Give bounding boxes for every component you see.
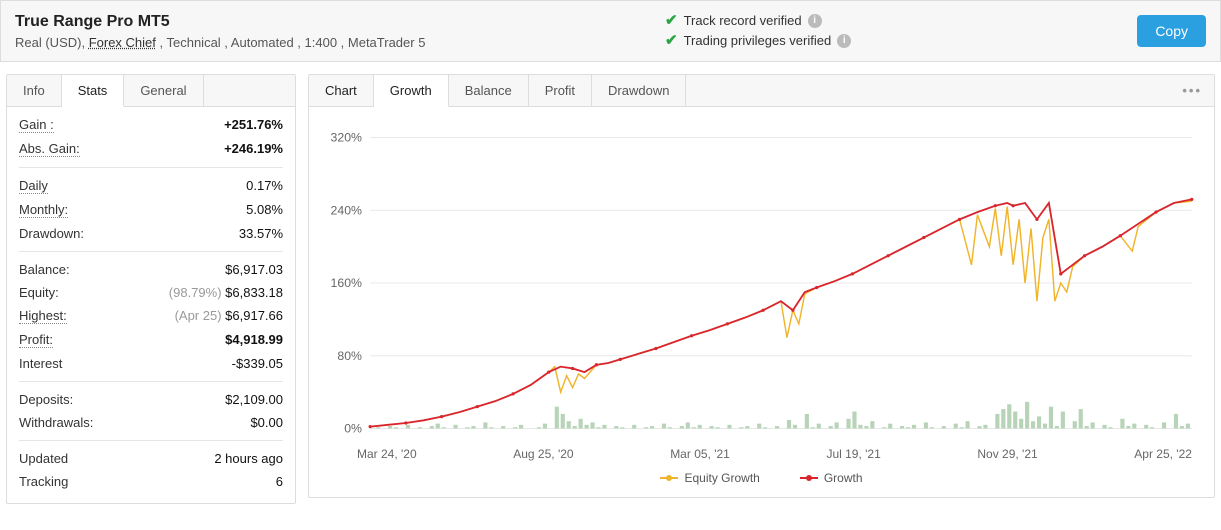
chart-area: 0% 80% 160% 240% 320% Mar 24, '20Aug 25, '20… xyxy=(309,107,1214,497)
stats-panel: Info Stats General Gain : +251.76% Abs. G… xyxy=(6,74,296,504)
left-tabs: Info Stats General xyxy=(7,75,295,107)
more-icon[interactable]: ••• xyxy=(1170,77,1214,104)
tab-general[interactable]: General xyxy=(124,75,203,106)
stat-abs-gain: Abs. Gain: +246.19% xyxy=(19,137,283,161)
chart-tabs: Chart Growth Balance Profit Drawdown ••• xyxy=(309,75,1214,107)
chart-legend: Equity Growth Growth xyxy=(321,461,1202,489)
chart-tab-balance[interactable]: Balance xyxy=(449,75,529,106)
tab-stats[interactable]: Stats xyxy=(62,75,125,107)
divider xyxy=(19,251,283,252)
growth-chart: 0% 80% 160% 240% 320% xyxy=(321,123,1202,443)
trading-privileges-verified: ✔ Trading privileges verified i xyxy=(665,31,1137,51)
svg-text:240%: 240% xyxy=(331,203,362,217)
stat-withdrawals: Withdrawals: $0.00 xyxy=(19,411,283,434)
swatch-equity xyxy=(660,477,678,479)
value: $6,917.03 xyxy=(225,262,283,277)
value: 5.08% xyxy=(246,202,283,217)
label: Gain : xyxy=(19,117,54,133)
subtitle-prefix: Real (USD), xyxy=(15,35,89,50)
chart-tab-chart[interactable]: Chart xyxy=(309,75,374,106)
divider xyxy=(19,440,283,441)
value: 2 hours ago xyxy=(214,451,283,466)
svg-text:0%: 0% xyxy=(344,422,362,436)
stats-body: Gain : +251.76% Abs. Gain: +246.19% Daily 0… xyxy=(7,107,295,503)
legend-equity: Equity Growth xyxy=(660,471,759,485)
legend-growth: Growth xyxy=(800,471,863,485)
legend-label: Equity Growth xyxy=(684,471,759,485)
divider xyxy=(19,167,283,168)
info-icon[interactable]: i xyxy=(837,34,851,48)
label: Balance: xyxy=(19,262,70,277)
chart-tab-profit[interactable]: Profit xyxy=(529,75,592,106)
stat-profit: Profit: $4,918.99 xyxy=(19,328,283,352)
highest-val: $6,917.66 xyxy=(225,308,283,323)
label: Daily xyxy=(19,178,48,194)
chart-panel: Chart Growth Balance Profit Drawdown •••… xyxy=(308,74,1215,498)
track-record-verified: ✔ Track record verified i xyxy=(665,11,1137,31)
tab-info[interactable]: Info xyxy=(7,75,62,106)
header-left: True Range Pro MT5 Real (USD), Forex Chi… xyxy=(15,13,665,50)
swatch-growth xyxy=(800,477,818,479)
equity-val: $6,833.18 xyxy=(225,285,283,300)
label: Drawdown: xyxy=(19,226,84,241)
main-content: Info Stats General Gain : +251.76% Abs. G… xyxy=(0,62,1221,510)
value: (98.79%) $6,833.18 xyxy=(169,285,283,300)
info-icon[interactable]: i xyxy=(808,14,822,28)
check-icon: ✔ xyxy=(665,31,678,51)
stat-monthly: Monthly: 5.08% xyxy=(19,198,283,222)
value: +251.76% xyxy=(224,117,283,132)
header-verification: ✔ Track record verified i ✔ Trading priv… xyxy=(665,11,1137,51)
svg-text:80%: 80% xyxy=(337,349,362,363)
verify-label: Trading privileges verified xyxy=(684,31,832,51)
value: 6 xyxy=(276,474,283,489)
x-axis-labels: Mar 24, '20Aug 25, '20Mar 05, '21Jul 19,… xyxy=(321,443,1202,461)
label: Withdrawals: xyxy=(19,415,93,430)
broker-link[interactable]: Forex Chief xyxy=(89,35,156,50)
chart-tab-drawdown[interactable]: Drawdown xyxy=(592,75,686,106)
value: (Apr 25) $6,917.66 xyxy=(175,308,283,323)
value: $4,918.99 xyxy=(225,332,283,347)
label: Deposits: xyxy=(19,392,73,407)
stat-deposits: Deposits: $2,109.00 xyxy=(19,388,283,411)
svg-text:160%: 160% xyxy=(331,276,362,290)
svg-text:320%: 320% xyxy=(331,131,362,145)
stat-updated: Updated 2 hours ago xyxy=(19,447,283,470)
stat-drawdown: Drawdown: 33.57% xyxy=(19,222,283,245)
value: 33.57% xyxy=(239,226,283,241)
verify-label: Track record verified xyxy=(684,11,802,31)
label: Abs. Gain: xyxy=(19,141,80,157)
value: 0.17% xyxy=(246,178,283,193)
header-bar: True Range Pro MT5 Real (USD), Forex Chi… xyxy=(0,0,1221,62)
value: $2,109.00 xyxy=(225,392,283,407)
label: Monthly: xyxy=(19,202,68,218)
page-title: True Range Pro MT5 xyxy=(15,13,665,31)
legend-label: Growth xyxy=(824,471,863,485)
equity-pct: (98.79%) xyxy=(169,285,222,300)
label: Profit: xyxy=(19,332,53,348)
chart-tab-growth[interactable]: Growth xyxy=(374,75,449,107)
label: Equity: xyxy=(19,285,59,300)
check-icon: ✔ xyxy=(665,11,678,31)
label: Highest: xyxy=(19,308,67,324)
stat-equity: Equity: (98.79%) $6,833.18 xyxy=(19,281,283,304)
stat-gain: Gain : +251.76% xyxy=(19,113,283,137)
divider xyxy=(19,381,283,382)
stat-tracking: Tracking 6 xyxy=(19,470,283,493)
copy-button[interactable]: Copy xyxy=(1137,15,1206,47)
value: $0.00 xyxy=(250,415,283,430)
highest-date: (Apr 25) xyxy=(175,308,222,323)
label: Updated xyxy=(19,451,68,466)
stat-interest: Interest -$339.05 xyxy=(19,352,283,375)
subtitle-suffix: , Technical , Automated , 1:400 , MetaTr… xyxy=(156,35,426,50)
label: Tracking xyxy=(19,474,68,489)
stat-balance: Balance: $6,917.03 xyxy=(19,258,283,281)
label: Interest xyxy=(19,356,62,371)
value: -$339.05 xyxy=(232,356,283,371)
stat-daily: Daily 0.17% xyxy=(19,174,283,198)
value: +246.19% xyxy=(224,141,283,156)
stat-highest: Highest: (Apr 25) $6,917.66 xyxy=(19,304,283,328)
page-subtitle: Real (USD), Forex Chief , Technical , Au… xyxy=(15,35,665,50)
